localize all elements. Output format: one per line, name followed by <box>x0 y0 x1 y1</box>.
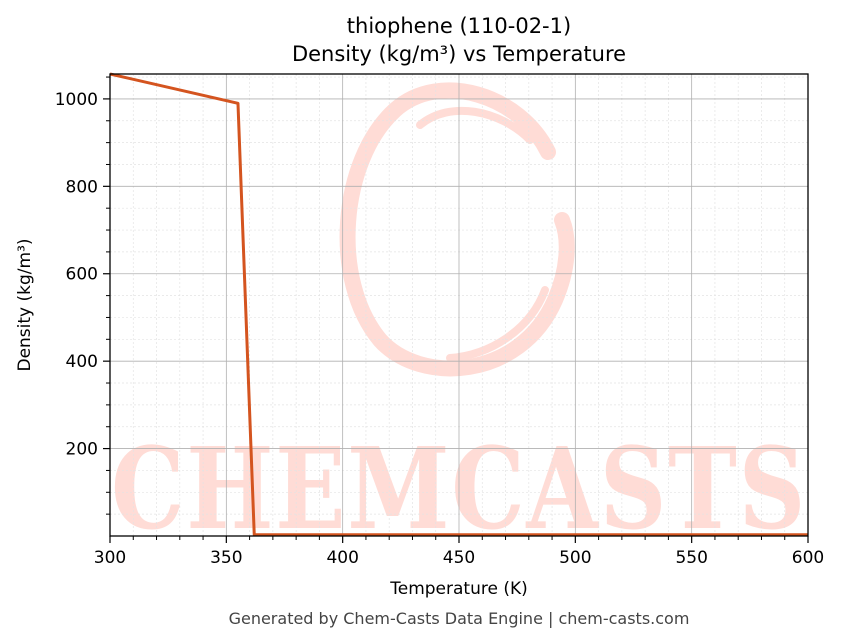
series-layer <box>109 72 808 537</box>
watermark-swirl-logo <box>339 82 575 377</box>
x-axis-ticks: 300 350 400 450 500 550 600 <box>94 536 824 568</box>
x-tick-label: 500 <box>559 548 591 568</box>
x-axis-label: Temperature (K) <box>389 579 528 599</box>
y-tick-label: 400 <box>66 352 98 372</box>
x-tick-label: 300 <box>94 548 126 568</box>
chart-title-line1: thiophene (110-02-1) <box>347 14 571 38</box>
y-tick-label: 200 <box>66 440 98 460</box>
footer-credit: Generated by Chem-Casts Data Engine | ch… <box>229 609 690 628</box>
density-series-line <box>109 72 808 537</box>
y-tick-label: 600 <box>66 265 98 285</box>
x-tick-label: 550 <box>675 548 707 568</box>
y-tick-label: 1000 <box>55 90 98 110</box>
x-tick-label: 400 <box>326 548 358 568</box>
y-axis-ticks: 200 400 600 800 1000 <box>55 76 110 515</box>
x-tick-label: 450 <box>443 548 475 568</box>
y-axis-label: Density (kg/m³) <box>15 238 35 371</box>
chart-title-line2: Density (kg/m³) vs Temperature <box>292 42 626 66</box>
x-tick-label: 350 <box>210 548 242 568</box>
x-tick-label: 600 <box>792 548 824 568</box>
y-tick-label: 800 <box>66 177 98 197</box>
